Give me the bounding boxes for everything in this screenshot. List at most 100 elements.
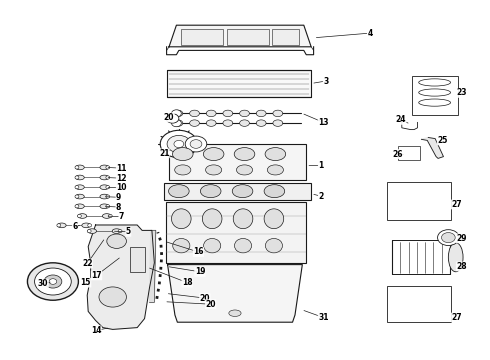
Text: 29: 29: [456, 234, 467, 243]
Text: 27: 27: [451, 200, 462, 209]
Text: 6: 6: [73, 222, 77, 231]
Circle shape: [44, 275, 62, 288]
Ellipse shape: [75, 176, 79, 179]
Ellipse shape: [202, 209, 222, 229]
Circle shape: [190, 140, 202, 148]
Ellipse shape: [106, 186, 110, 189]
Ellipse shape: [200, 185, 221, 198]
Polygon shape: [87, 225, 154, 329]
Ellipse shape: [75, 195, 79, 198]
Ellipse shape: [240, 120, 249, 126]
Bar: [387, 286, 451, 322]
Bar: [164, 183, 311, 200]
Ellipse shape: [223, 110, 233, 117]
Ellipse shape: [106, 195, 110, 198]
Text: 1: 1: [318, 161, 323, 170]
Text: 4: 4: [368, 29, 372, 37]
Ellipse shape: [75, 194, 84, 199]
Ellipse shape: [206, 165, 221, 175]
Text: 26: 26: [392, 150, 403, 158]
Bar: [387, 182, 451, 220]
Ellipse shape: [206, 120, 216, 126]
Text: 8: 8: [116, 202, 121, 211]
Circle shape: [27, 263, 78, 300]
Circle shape: [185, 136, 207, 152]
Text: 10: 10: [116, 184, 127, 192]
Polygon shape: [168, 265, 302, 322]
Text: 27: 27: [451, 313, 462, 322]
Text: 3: 3: [323, 77, 328, 85]
Text: 16: 16: [193, 248, 204, 256]
Circle shape: [167, 135, 191, 153]
Ellipse shape: [236, 165, 253, 175]
Bar: [272, 29, 299, 45]
Ellipse shape: [190, 120, 199, 126]
Ellipse shape: [106, 166, 110, 169]
Ellipse shape: [172, 209, 191, 229]
Text: 12: 12: [116, 174, 127, 183]
Ellipse shape: [448, 243, 463, 272]
Ellipse shape: [100, 175, 109, 180]
Ellipse shape: [75, 175, 84, 180]
Ellipse shape: [268, 165, 283, 175]
Ellipse shape: [173, 120, 183, 126]
Bar: [167, 70, 311, 97]
Text: 19: 19: [195, 267, 205, 276]
Ellipse shape: [273, 110, 283, 117]
Text: 23: 23: [456, 88, 467, 97]
Ellipse shape: [172, 238, 190, 253]
Ellipse shape: [204, 238, 221, 253]
Text: 15: 15: [80, 278, 91, 287]
Polygon shape: [421, 138, 443, 158]
Circle shape: [107, 234, 126, 248]
Ellipse shape: [118, 230, 122, 233]
Ellipse shape: [82, 223, 91, 228]
Text: 2: 2: [318, 192, 323, 201]
Circle shape: [99, 287, 126, 307]
Ellipse shape: [75, 166, 79, 169]
Ellipse shape: [265, 148, 286, 161]
Circle shape: [174, 140, 184, 148]
Ellipse shape: [78, 213, 87, 218]
Circle shape: [438, 230, 459, 246]
Ellipse shape: [102, 213, 111, 218]
Ellipse shape: [112, 229, 121, 234]
Circle shape: [441, 233, 455, 243]
Ellipse shape: [75, 204, 84, 209]
Text: 5: 5: [126, 228, 131, 236]
Circle shape: [172, 110, 181, 117]
Bar: [166, 202, 306, 263]
Ellipse shape: [57, 224, 61, 227]
Polygon shape: [149, 230, 156, 302]
Ellipse shape: [234, 238, 252, 253]
Ellipse shape: [233, 209, 253, 229]
Text: 18: 18: [182, 278, 193, 287]
Text: 25: 25: [437, 136, 448, 145]
Text: 7: 7: [119, 212, 124, 221]
Ellipse shape: [75, 185, 84, 189]
Ellipse shape: [264, 209, 284, 229]
Bar: [169, 144, 306, 180]
Ellipse shape: [100, 204, 109, 209]
Text: 20: 20: [199, 294, 210, 302]
Ellipse shape: [206, 110, 216, 117]
Text: 13: 13: [318, 118, 329, 127]
Ellipse shape: [87, 230, 91, 233]
Circle shape: [166, 114, 179, 123]
Bar: [398, 146, 420, 160]
Ellipse shape: [256, 120, 266, 126]
Ellipse shape: [75, 186, 79, 189]
Ellipse shape: [223, 120, 233, 126]
Text: 22: 22: [82, 259, 93, 268]
Bar: [412, 76, 458, 115]
Text: 31: 31: [318, 313, 329, 322]
Ellipse shape: [229, 310, 241, 316]
Text: 14: 14: [91, 326, 101, 335]
Ellipse shape: [108, 214, 112, 217]
Bar: [392, 240, 450, 274]
Ellipse shape: [100, 185, 109, 189]
Ellipse shape: [100, 194, 109, 199]
Ellipse shape: [273, 120, 283, 126]
Text: 30: 30: [38, 279, 49, 288]
Ellipse shape: [75, 204, 79, 208]
